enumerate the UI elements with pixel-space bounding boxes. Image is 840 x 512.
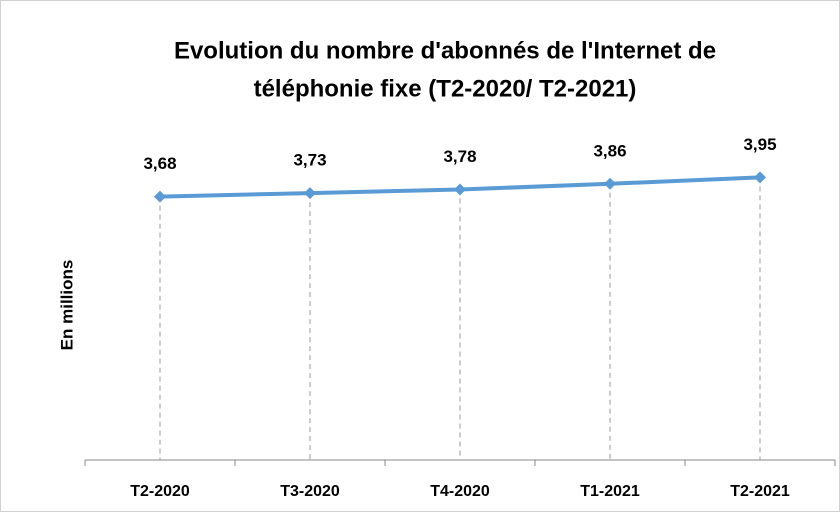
marker: [154, 190, 166, 203]
marker: [754, 171, 766, 184]
x-tick-label: T4-2020: [430, 483, 490, 500]
chart-title: téléphonie fixe (T2-2020/ T2-2021): [254, 75, 637, 102]
x-tick-label: T1-2021: [580, 483, 640, 500]
marker: [454, 183, 466, 196]
x-tick-label: T3-2020: [280, 483, 340, 500]
y-axis-label: En millions: [57, 260, 76, 351]
chart-title: Evolution du nombre d'abonnés de l'Inter…: [174, 37, 716, 64]
x-tick-label: T2-2021: [730, 483, 790, 500]
data-label: 3,73: [293, 151, 326, 170]
marker: [604, 177, 616, 190]
data-label: 3,95: [743, 135, 776, 154]
data-label: 3,78: [443, 147, 476, 166]
data-label: 3,86: [593, 141, 626, 160]
data-label: 3,68: [143, 154, 176, 173]
marker: [304, 187, 316, 200]
x-tick-label: T2-2020: [130, 483, 190, 500]
